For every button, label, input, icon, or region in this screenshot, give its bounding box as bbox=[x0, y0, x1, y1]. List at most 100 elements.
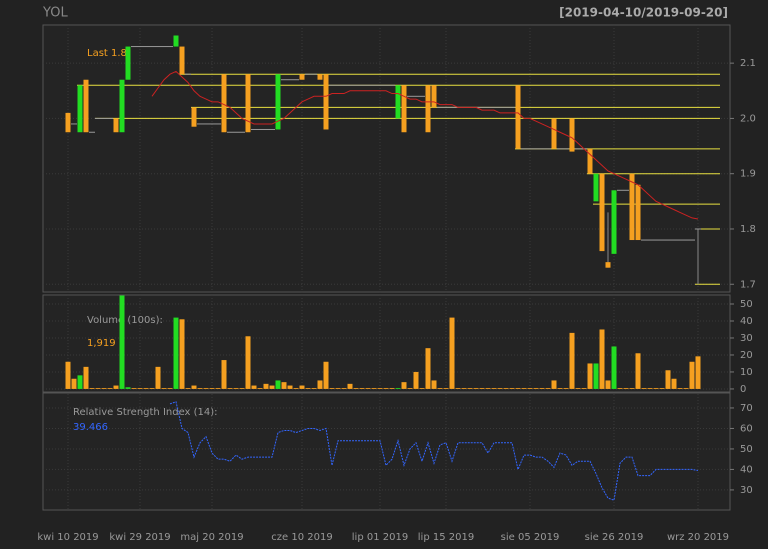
y-tick-label: 2.1 bbox=[740, 58, 756, 69]
x-tick-label: wrz 20 2019 bbox=[667, 532, 729, 543]
volume-bar bbox=[131, 388, 137, 389]
volume-bar bbox=[443, 388, 449, 389]
y-tick-label: 1.7 bbox=[740, 279, 756, 290]
candle-body bbox=[635, 184, 641, 241]
candle-body bbox=[299, 74, 305, 80]
candle-body bbox=[569, 118, 575, 152]
volume-bar bbox=[617, 388, 623, 389]
volume-bar bbox=[683, 388, 689, 389]
volume-bar bbox=[239, 388, 245, 389]
volume-title: Volume (100s): bbox=[87, 315, 163, 326]
volume-bar bbox=[623, 388, 629, 389]
x-tick-label: sie 26 2019 bbox=[585, 532, 644, 543]
y-tick-label: 30 bbox=[740, 485, 753, 496]
chart-title: YOL bbox=[42, 6, 68, 21]
volume-bar bbox=[437, 388, 443, 389]
volume-bar bbox=[479, 388, 485, 389]
volume-bar bbox=[689, 361, 695, 389]
candle-body bbox=[221, 74, 227, 133]
volume-bar bbox=[203, 388, 209, 389]
volume-bar bbox=[263, 383, 269, 389]
volume-bar bbox=[89, 388, 95, 389]
volume-panel bbox=[42, 294, 731, 393]
volume-bar bbox=[551, 380, 557, 389]
volume-bar bbox=[119, 295, 125, 389]
volume-bar bbox=[77, 375, 83, 389]
volume-bar bbox=[485, 388, 491, 389]
candle-body bbox=[317, 74, 323, 80]
volume-bar bbox=[401, 382, 407, 389]
y-tick-label: 1.8 bbox=[740, 224, 756, 235]
candle-body bbox=[191, 107, 197, 127]
volume-bar bbox=[179, 319, 185, 389]
volume-bar bbox=[317, 380, 323, 389]
volume-bar bbox=[161, 388, 167, 389]
volume-bar bbox=[293, 388, 299, 389]
candle-body bbox=[113, 118, 119, 133]
volume-bar bbox=[545, 388, 551, 389]
volume-bar bbox=[251, 385, 257, 389]
volume-bar bbox=[167, 388, 173, 389]
volume-bar bbox=[671, 378, 677, 389]
volume-bar bbox=[461, 388, 467, 389]
volume-bar bbox=[83, 366, 89, 389]
volume-bar bbox=[467, 388, 473, 389]
volume-bar bbox=[359, 388, 365, 389]
volume-bar bbox=[563, 388, 569, 389]
volume-bar bbox=[323, 361, 329, 389]
volume-bar bbox=[497, 388, 503, 389]
volume-bar bbox=[173, 317, 179, 389]
volume-bar bbox=[587, 363, 593, 389]
volume-bar bbox=[629, 388, 635, 389]
volume-bar bbox=[197, 388, 203, 389]
volume-bar bbox=[305, 388, 311, 389]
volume-bar bbox=[659, 388, 665, 389]
y-tick-label: 50 bbox=[740, 444, 753, 455]
candle-body bbox=[515, 85, 521, 149]
volume-bar bbox=[425, 348, 431, 389]
volume-bar bbox=[557, 388, 563, 389]
y-tick-label: 20 bbox=[740, 350, 753, 361]
volume-bar bbox=[95, 388, 101, 389]
volume-bar bbox=[185, 388, 191, 389]
x-tick-label: lip 15 2019 bbox=[418, 532, 474, 543]
x-tick-label: sie 05 2019 bbox=[501, 532, 560, 543]
volume-bar bbox=[341, 388, 347, 389]
volume-bar bbox=[143, 388, 149, 389]
volume-bar bbox=[677, 388, 683, 389]
volume-bar bbox=[533, 388, 539, 389]
volume-last: 1,919 bbox=[87, 338, 116, 349]
y-tick-label: 0 bbox=[740, 384, 746, 395]
volume-bar bbox=[593, 363, 599, 389]
volume-bar bbox=[515, 388, 521, 389]
x-tick-label: kwi 10 2019 bbox=[37, 532, 98, 543]
volume-bar bbox=[149, 388, 155, 389]
candle-body bbox=[323, 74, 329, 130]
volume-bar bbox=[191, 385, 197, 389]
volume-bar bbox=[653, 388, 659, 389]
candle-body bbox=[587, 148, 593, 174]
candle-body bbox=[275, 74, 281, 130]
volume-bar bbox=[503, 388, 509, 389]
candle-body bbox=[593, 173, 599, 202]
volume-bar bbox=[449, 317, 455, 389]
volume-bar bbox=[419, 388, 425, 389]
volume-bar bbox=[611, 346, 617, 389]
volume-bar bbox=[665, 370, 671, 389]
volume-bar bbox=[455, 388, 461, 389]
volume-bar bbox=[395, 388, 401, 389]
rsi-last: 39.466 bbox=[73, 422, 108, 433]
candle-body bbox=[125, 46, 131, 80]
volume-bar bbox=[431, 380, 437, 389]
candle-body bbox=[65, 112, 71, 133]
candle-body bbox=[119, 79, 125, 133]
volume-bar bbox=[227, 388, 233, 389]
volume-bar bbox=[635, 353, 641, 389]
sma-line bbox=[151, 70, 699, 220]
price-panel bbox=[42, 24, 731, 293]
volume-bar bbox=[569, 332, 575, 389]
rsi-title: Relative Strength Index (14): bbox=[73, 407, 218, 418]
volume-bar bbox=[647, 388, 653, 389]
candle-body bbox=[605, 262, 611, 268]
volume-bar bbox=[329, 388, 335, 389]
